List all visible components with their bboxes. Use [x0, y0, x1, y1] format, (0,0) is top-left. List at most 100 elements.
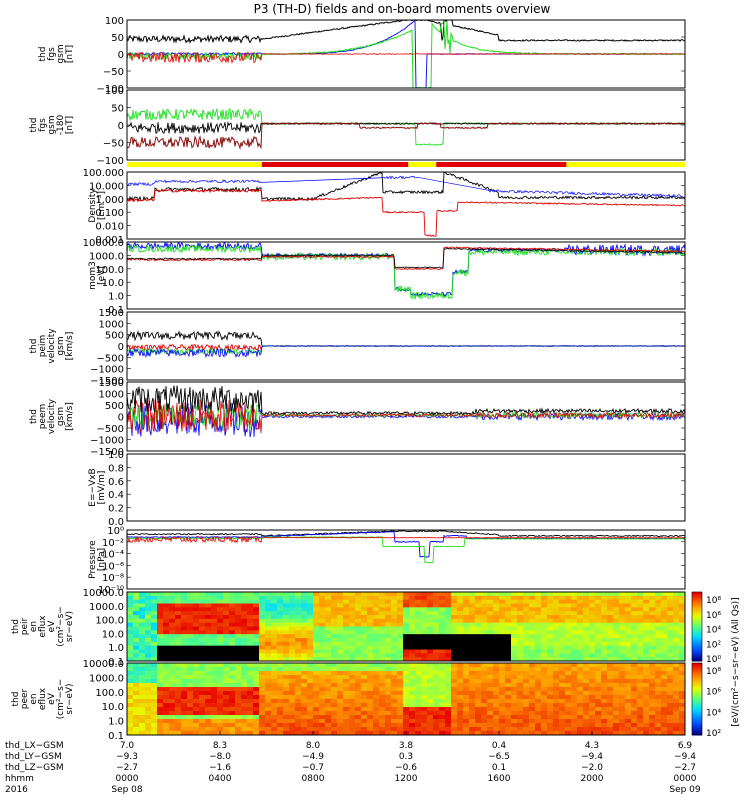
heatmap-cell [517, 645, 524, 650]
heatmap-cell [319, 622, 326, 627]
heatmap-cell [181, 711, 188, 716]
heatmap-cell [247, 595, 254, 601]
heatmap-cell [337, 675, 344, 680]
heatmap-cell [355, 679, 362, 684]
heatmap-cell [247, 615, 254, 620]
heatmap-cell [439, 683, 446, 688]
heatmap-cell [307, 607, 314, 612]
heatmap-cell [409, 657, 416, 662]
heatmap-cell [307, 653, 314, 658]
heatmap-cell [433, 663, 440, 668]
heatmap-cell [247, 679, 254, 684]
heatmap-cell [457, 719, 464, 724]
heatmap-cell [535, 641, 542, 647]
plot-area-temperature [126, 241, 686, 301]
heatmap-cell [127, 592, 134, 597]
heatmap-cell [547, 675, 554, 680]
heatmap-cell [469, 599, 476, 604]
heatmap-cell [175, 723, 182, 728]
heatmap-cell [487, 699, 494, 704]
heatmap-cell [265, 645, 272, 650]
heatmap-cell [229, 683, 236, 688]
heatmap-cell [307, 663, 314, 668]
heatmap-cell [421, 675, 428, 680]
heatmap-cell [433, 695, 440, 700]
heatmap-cell [313, 649, 320, 654]
heatmap-cell [175, 630, 182, 635]
heatmap-cell [649, 630, 656, 635]
heatmap-cell [301, 592, 308, 597]
heatmap-cell [571, 595, 578, 601]
heatmap-cell [223, 638, 230, 643]
heatmap-cell [421, 699, 428, 704]
heatmap-cell [223, 715, 230, 720]
heatmap-cell [241, 618, 248, 624]
heatmap-cell [505, 727, 512, 732]
heatmap-cell [445, 727, 452, 732]
heatmap-cell [319, 667, 326, 672]
y-axis-label: en [29, 621, 39, 632]
heatmap-cell [427, 607, 434, 612]
heatmap-cell [529, 626, 536, 631]
heatmap-cell [331, 653, 338, 658]
heatmap-cell [601, 615, 608, 620]
heatmap-cell [673, 691, 680, 696]
heatmap-cell [355, 727, 362, 732]
heatmap-cell [373, 703, 380, 708]
y-tick-label: 1500 [99, 308, 124, 319]
heatmap-cell [535, 667, 542, 672]
heatmap-cell [493, 727, 500, 732]
colorbar-tick-label: 10⁸ [706, 596, 721, 606]
heatmap-cell [559, 683, 566, 688]
heatmap-cell [175, 703, 182, 708]
heatmap-cell [619, 699, 626, 704]
heatmap-cell [253, 638, 260, 643]
heatmap-cell [175, 691, 182, 696]
heatmap-cell [607, 595, 614, 601]
colorbar-tick-label: 10⁶ [706, 611, 721, 621]
heatmap-cell [613, 626, 620, 631]
heatmap-cell [427, 611, 434, 616]
heatmap-cell [451, 630, 458, 635]
heatmap-cell [145, 641, 152, 647]
heatmap-cell [391, 622, 398, 627]
heatmap-cell [505, 679, 512, 684]
heatmap-cell [265, 599, 272, 604]
heatmap-cell [235, 634, 242, 639]
heatmap-cell [559, 626, 566, 631]
heatmap-cell [427, 599, 434, 604]
heatmap-cell [325, 611, 332, 616]
heatmap-cell [289, 675, 296, 680]
heatmap-cell [211, 630, 218, 635]
heatmap-cell [439, 679, 446, 684]
heatmap-cell [139, 611, 146, 616]
heatmap-cell [211, 615, 218, 620]
heatmap-cell [187, 687, 194, 692]
heatmap-cell [343, 645, 350, 650]
heatmap-cell [139, 649, 146, 654]
heatmap-cell [499, 683, 506, 688]
heatmap-cell [313, 691, 320, 696]
heatmap-cell [457, 671, 464, 676]
heatmap-cell [433, 653, 440, 658]
heatmap-cell [481, 611, 488, 616]
heatmap-cell [295, 653, 302, 658]
heatmap-cell [433, 626, 440, 631]
heatmap-cell [445, 731, 452, 736]
heatmap-cell [655, 649, 662, 654]
y-axis-label: (cm²−s− [56, 679, 66, 720]
heatmap-cell [253, 599, 260, 604]
heatmap-cell [445, 622, 452, 627]
y-tick-label: 10⁻⁶ [102, 561, 124, 572]
heatmap-cell [391, 592, 398, 597]
heatmap-cell [427, 715, 434, 720]
heatmap-cell [637, 671, 644, 676]
heatmap-cell [193, 691, 200, 696]
heatmap-cell [139, 626, 146, 631]
heatmap-cell [271, 675, 278, 680]
heatmap-cell [145, 599, 152, 604]
heatmap-cell [589, 675, 596, 680]
heatmap-cell [559, 727, 566, 732]
heatmap-cell [373, 683, 380, 688]
